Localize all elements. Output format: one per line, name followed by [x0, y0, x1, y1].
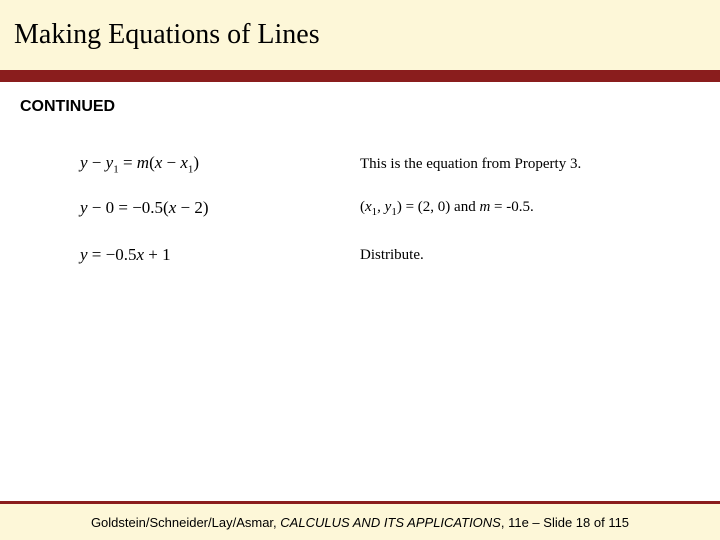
footer-book-title: CALCULUS AND ITS APPLICATIONS [280, 515, 501, 530]
explanation-3: Distribute. [360, 247, 720, 264]
explanation-1: This is the equation from Property 3. [360, 156, 720, 173]
step-row: y = −0.5x + 1 Distribute. [0, 245, 720, 265]
step-row: y − 0 = −0.5(x − 2) (x1, y1) = (2, 0) an… [0, 198, 720, 218]
explanation-2: (x1, y1) = (2, 0) and m = -0.5. [360, 199, 720, 218]
footer-edition: 11e – Slide 18 of 115 [508, 515, 629, 530]
slide-title: Making Equations of Lines [14, 19, 320, 51]
footer-authors: Goldstein/Schneider/Lay/Asmar [91, 515, 273, 530]
step-row: y − y1 = m(x − x1) This is the equation … [0, 153, 720, 175]
footer-band: Goldstein/Schneider/Lay/Asmar, CALCULUS … [0, 504, 720, 540]
equation-2: y − 0 = −0.5(x − 2) [0, 198, 360, 218]
title-band: Making Equations of Lines [0, 0, 720, 70]
equation-3: y = −0.5x + 1 [0, 245, 360, 265]
footer-text: Goldstein/Schneider/Lay/Asmar, CALCULUS … [91, 515, 629, 530]
equation-1: y − y1 = m(x − x1) [0, 153, 360, 175]
slide: Making Equations of Lines CONTINUED y − … [0, 0, 720, 540]
title-rule [0, 70, 720, 82]
continued-label: CONTINUED [20, 98, 115, 116]
